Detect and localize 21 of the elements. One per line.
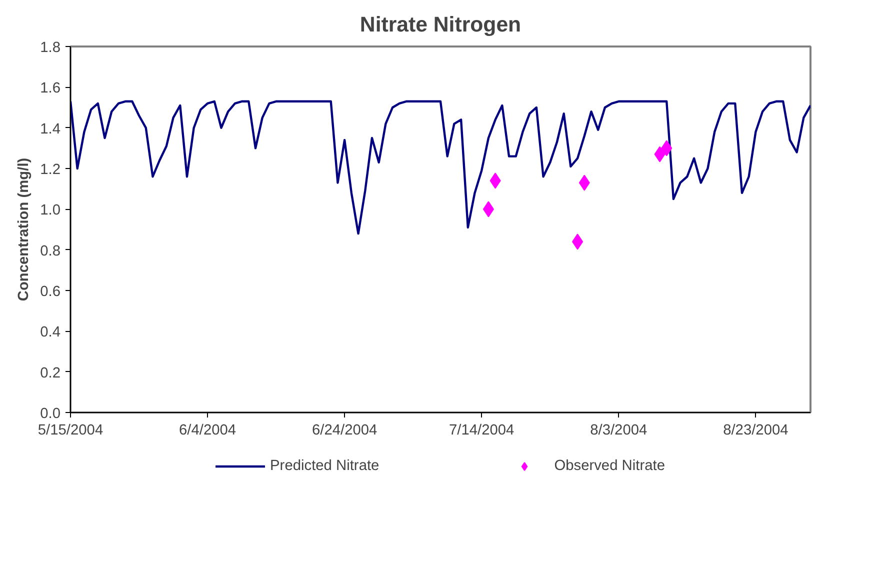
y-tick-label: 1.0 — [40, 202, 60, 219]
y-tick-label: 0.0 — [40, 406, 60, 422]
legend-label: Predicted Nitrate — [270, 458, 380, 474]
x-tick-label: 8/23/2004 — [723, 422, 788, 438]
x-tick-label: 8/3/2004 — [590, 422, 648, 438]
y-tick-label: 1.2 — [40, 162, 60, 178]
y-tick-label: 0.2 — [40, 365, 60, 382]
x-tick-label: 6/4/2004 — [179, 422, 236, 438]
y-tick-label: 0.8 — [40, 243, 60, 260]
y-tick-label: 1.6 — [40, 80, 60, 97]
y-tick-label: 0.4 — [40, 324, 60, 341]
chart-title: Nitrate Nitrogen — [360, 12, 522, 36]
line-series — [70, 100, 810, 235]
x-tick-label: 6/24/2004 — [312, 422, 378, 438]
y-tick-label: 1.8 — [40, 40, 60, 56]
x-tick-label: 7/14/2004 — [449, 422, 514, 438]
x-tick-label: 5/15/2004 — [38, 422, 104, 438]
legend-label: Observed Nitrate — [554, 458, 665, 474]
y-tick-label: 0.6 — [40, 284, 60, 300]
y-tick-label: 1.4 — [40, 121, 60, 138]
y-axis-title: Concentration (mg/l) — [16, 158, 32, 302]
